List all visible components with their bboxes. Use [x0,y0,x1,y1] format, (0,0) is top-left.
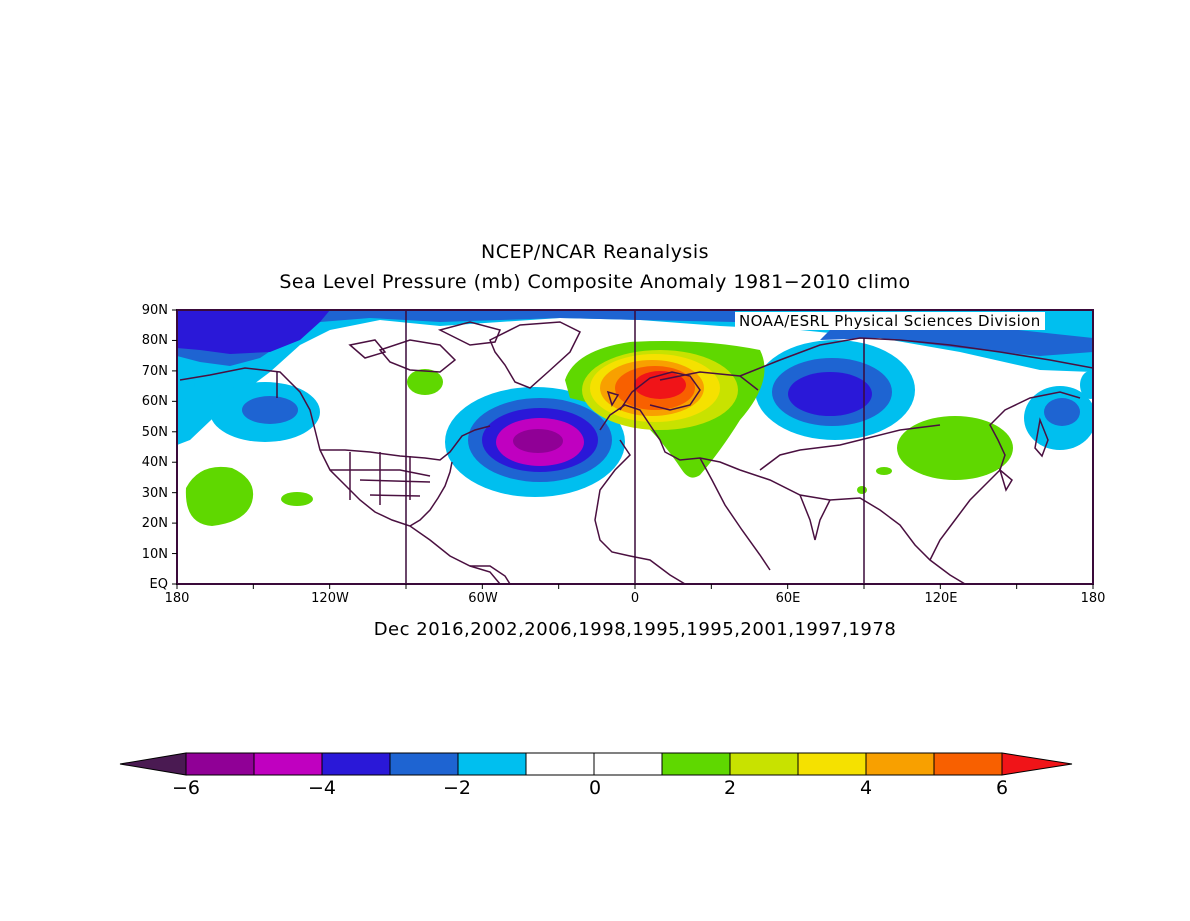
colorbar-segment [593,752,663,776]
colorbar-segment [865,752,935,776]
chart-subtitle: Sea Level Pressure (mb) Composite Anomal… [279,271,911,293]
positive-anomaly-pacific [185,466,254,526]
coastlines [179,321,1093,584]
colorbar-segment [729,752,799,776]
lon-label: 60E [775,591,801,606]
colorbar-segment [933,752,1003,776]
colorbar-segment [661,752,731,776]
lon-label: 60W [468,591,498,606]
composite-years-caption: Dec 2016,2002,2006,1998,1995,1995,2001,1… [373,619,897,640]
lat-label: EQ [149,577,168,592]
chart-title: NCEP/NCAR Reanalysis [480,241,710,263]
lat-label: 30N [141,486,168,501]
colorbar-segment [253,752,323,776]
colorbar-segment [185,752,255,776]
lon-label: 0 [630,591,640,606]
colorbar-right-arrow [1001,752,1073,776]
positive-anomaly-east-asia [897,416,1013,480]
colorbar-segment [457,752,527,776]
colorbar-tick-label: −2 [442,777,471,799]
lat-label: 90N [141,303,168,318]
lon-label: 180 [1080,591,1106,606]
lat-label: 20N [141,516,168,531]
colorbar-segment [525,752,595,776]
lat-label: 50N [141,425,168,440]
meridian-lines [276,310,865,584]
lat-label: 70N [141,364,168,379]
colorbar-tick-label: 2 [723,777,737,799]
credit-label: NOAA/ESRL Physical Sciences Division [735,312,1045,330]
colorbar-segment [321,752,391,776]
lat-label: 80N [141,333,168,348]
colorbar-tick-label: 4 [859,777,873,799]
colorbar-tick-label: −6 [171,777,200,799]
axis-ticks [172,309,1094,589]
lon-label: 120E [924,591,958,606]
colorbar-tick-label: 6 [995,777,1009,799]
lon-label: 180 [164,591,190,606]
colorbar-tick-label: 0 [588,777,602,799]
colorbar-segment [797,752,867,776]
colorbar-segment [389,752,459,776]
colorbar-tick-label: −4 [307,777,336,799]
lat-label: 40N [141,455,168,470]
lon-label: 120W [311,591,349,606]
lat-label: 60N [141,394,168,409]
lat-label: 10N [141,547,168,562]
colorbar-left-arrow [119,752,187,776]
